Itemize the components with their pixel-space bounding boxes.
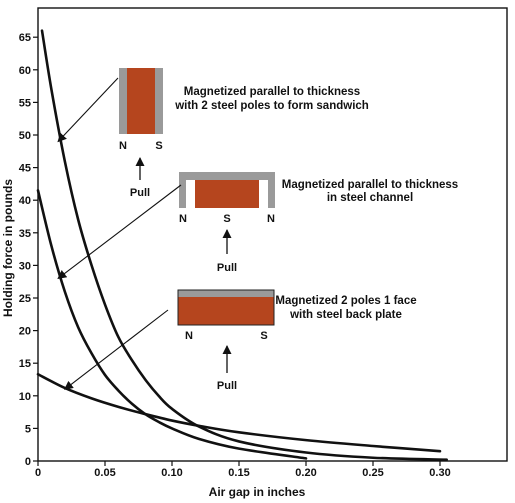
- backplate-pole-n: N: [185, 330, 193, 342]
- backplate-magnet: [178, 297, 274, 325]
- y-axis-label: Holding force in pounds: [1, 179, 15, 317]
- x-tick-label: 0.05: [94, 467, 115, 479]
- backplate-steel: [178, 290, 274, 297]
- channel-text-line-2: in steel channel: [327, 192, 413, 204]
- series-layer: [36, 29, 448, 461]
- y-tick-label: 35: [19, 228, 31, 240]
- channel-pole-n-right: N: [267, 213, 275, 225]
- channel-pointer-arrow: [57, 184, 182, 280]
- x-tick-label: 0.15: [228, 467, 249, 479]
- x-tick-label: 0: [35, 467, 41, 479]
- backplate-outline: [177, 289, 275, 326]
- y-tick-label: 30: [19, 260, 31, 272]
- backplate-text-line-1: Magnetized 2 poles 1 face: [275, 295, 416, 307]
- series-line-channel: [36, 189, 308, 460]
- x-axis-label: Air gap in inches: [209, 485, 306, 499]
- plot-frame: [37, 7, 508, 462]
- backplate-pull-label: Pull: [217, 380, 237, 392]
- sandwich-steel-pole-left: [119, 68, 127, 134]
- y-tick-label: 50: [19, 130, 31, 142]
- y-tick-label: 25: [19, 293, 31, 305]
- sandwich-pole-n: N: [119, 140, 127, 152]
- backplate-pointer-arrow: [64, 309, 169, 390]
- annotation-backplate: N S Pull Magnetized 2 poles 1 face with …: [64, 289, 417, 392]
- x-tick-label: 0.30: [429, 467, 450, 479]
- backplate-text-line-2: with steel back plate: [289, 309, 402, 321]
- sandwich-pole-s: S: [155, 140, 162, 152]
- annotation-sandwich: N S Pull Magnetized parallel to thicknes…: [57, 68, 369, 199]
- channel-pole-s: S: [223, 213, 230, 225]
- y-tick-label: 10: [19, 391, 31, 403]
- sandwich-magnet: [127, 68, 155, 134]
- sandwich-pull-label: Pull: [130, 187, 150, 199]
- backplate-pole-s: S: [260, 330, 267, 342]
- channel-text-line-1: Magnetized parallel to thickness: [282, 179, 458, 191]
- x-tick-label: 0.10: [161, 467, 182, 479]
- y-tick-label: 15: [19, 358, 31, 370]
- x-tick-label: 0.20: [295, 467, 316, 479]
- y-tick-label: 65: [19, 32, 31, 44]
- sandwich-text-line-1: Magnetized parallel to thickness: [184, 86, 360, 98]
- x-axis-ticks: 0 0.05 0.10 0.15 0.20 0.25 0.30: [35, 461, 451, 479]
- channel-pole-n-left: N: [179, 213, 187, 225]
- sandwich-steel-pole-right: [155, 68, 163, 134]
- channel-pull-label: Pull: [217, 262, 237, 274]
- y-tick-label: 60: [19, 65, 31, 77]
- channel-magnet: [195, 180, 259, 208]
- x-tick-label: 0.25: [362, 467, 383, 479]
- channel-steel: [179, 172, 275, 208]
- sandwich-text-line-2: with 2 steel poles to form sandwich: [174, 100, 369, 112]
- y-tick-label: 20: [19, 326, 31, 338]
- y-tick-label: 45: [19, 163, 31, 175]
- series-line-sandwich: [40, 29, 448, 461]
- y-tick-label: 40: [19, 195, 31, 207]
- y-axis-ticks: 0 5 10 15 20 25 30 35 40 45 50 55 60 65: [19, 32, 38, 468]
- y-tick-label: 0: [25, 456, 31, 468]
- annotation-channel: N S N Pull Magnetized parallel to thickn…: [57, 172, 458, 280]
- y-tick-label: 55: [19, 97, 31, 109]
- sandwich-pointer-arrow: [57, 77, 119, 143]
- y-tick-label: 5: [25, 423, 31, 435]
- series-line-backplate: [36, 372, 442, 453]
